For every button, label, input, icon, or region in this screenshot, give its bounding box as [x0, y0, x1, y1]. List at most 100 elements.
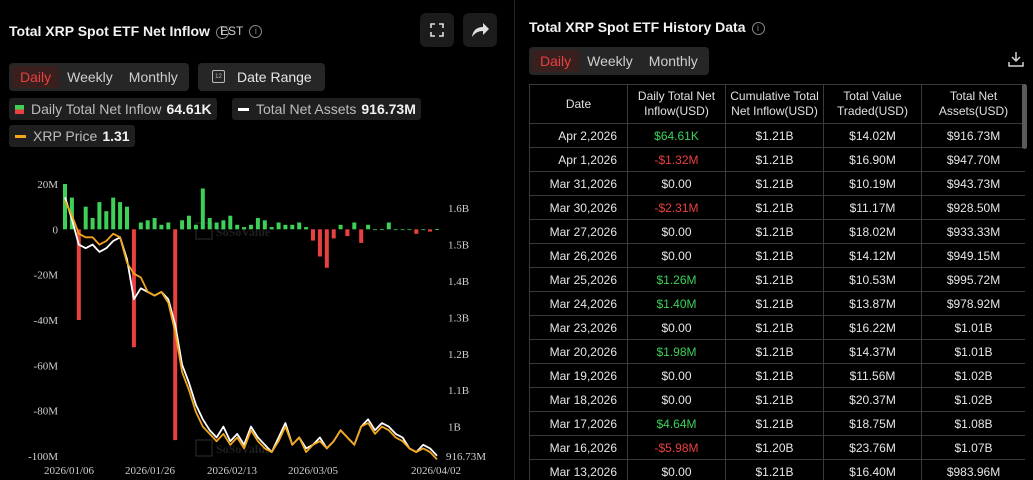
inflow-bar[interactable] [228, 215, 233, 230]
inflow-bar[interactable] [311, 229, 315, 241]
net-assets-line[interactable] [64, 197, 438, 457]
table-header-row: Date Daily Total Net Inflow(USD) Cumulat… [529, 84, 1025, 124]
download-icon[interactable] [1007, 50, 1025, 68]
inflow-bar[interactable] [145, 220, 150, 230]
inflow-bar[interactable] [331, 229, 336, 239]
x-tick-label: 2026/04/02 [411, 465, 461, 477]
inflow-bar[interactable] [131, 229, 136, 348]
inflow-bar[interactable] [63, 184, 67, 230]
inflow-bar[interactable] [152, 218, 157, 230]
inflow-bar[interactable] [187, 215, 191, 230]
inflow-bar[interactable] [386, 222, 391, 230]
y-left-tick-label: -80M [34, 406, 59, 418]
inflow-bar[interactable] [118, 202, 123, 230]
inflow-bar[interactable] [283, 224, 288, 230]
cell-daily-inflow: $0.00 [627, 219, 726, 244]
inflow-bar[interactable] [235, 224, 240, 230]
column-header-date[interactable]: Date [529, 84, 628, 124]
y-left-tick-label: -20M [34, 270, 59, 282]
tab-daily[interactable]: Daily [532, 50, 580, 72]
legend-swatch [15, 105, 24, 114]
inflow-bar[interactable] [214, 222, 219, 230]
tab-weekly[interactable]: Weekly [587, 53, 633, 69]
inflow-bar[interactable] [373, 229, 377, 231]
inflow-bar[interactable] [90, 218, 95, 230]
inflow-bar[interactable] [290, 224, 295, 230]
column-header-cumulative-inflow[interactable]: Cumulative Total Net Inflow(USD) [725, 84, 824, 124]
history-table-wrapper[interactable]: Date Daily Total Net Inflow(USD) Cumulat… [529, 84, 1025, 480]
inflow-bar[interactable] [276, 222, 281, 230]
xrp-price-line[interactable] [64, 200, 438, 461]
cell-daily-inflow: -$2.31M [627, 195, 726, 220]
table-scrollbar[interactable] [1022, 84, 1027, 149]
inflow-bar[interactable] [83, 206, 88, 230]
inflow-bar[interactable] [435, 229, 439, 230]
column-header-daily-inflow[interactable]: Daily Total Net Inflow(USD) [627, 84, 726, 124]
info-icon[interactable]: i [249, 25, 263, 38]
inflow-bar[interactable] [366, 224, 371, 230]
share-button[interactable] [463, 13, 497, 47]
inflow-bar[interactable] [166, 222, 171, 230]
y-right-tick-label: 1.1B [448, 385, 469, 397]
y-right-tick-label: 1.3B [448, 312, 469, 324]
inflow-bar[interactable] [159, 224, 164, 230]
inflow-bar[interactable] [180, 220, 185, 230]
cell-net-assets: $1.01B [921, 315, 1025, 340]
inflow-bar[interactable] [255, 218, 260, 230]
info-icon[interactable]: i [215, 26, 229, 39]
inflow-bar[interactable] [138, 222, 143, 230]
inflow-bar[interactable] [76, 229, 81, 320]
inflow-bar[interactable] [200, 188, 205, 230]
legend-daily-inflow[interactable]: Daily Total Net Inflow 64.61K [9, 98, 217, 120]
inflow-bar[interactable] [400, 229, 405, 231]
inflow-bar[interactable] [262, 220, 267, 230]
inflow-bar[interactable] [193, 224, 198, 230]
table-row: Mar 23,2026 $0.00 $1.21B $16.22M $1.01B [529, 315, 1025, 340]
chart-title: Total XRP Spot ETF Net Inflow i [9, 23, 229, 39]
column-header-net-assets[interactable]: Total Net Assets(USD) [921, 84, 1025, 124]
cell-date: Mar 19,2026 [529, 363, 628, 388]
inflow-bar[interactable] [338, 224, 343, 230]
inflow-bar[interactable] [379, 229, 384, 231]
inflow-bar[interactable] [207, 218, 212, 230]
inflow-bar[interactable] [221, 220, 226, 230]
inflow-bar[interactable] [242, 227, 247, 230]
info-icon[interactable]: i [751, 22, 765, 35]
inflow-bar[interactable] [428, 229, 433, 232]
inflow-bar[interactable] [414, 229, 419, 234]
cell-daily-inflow: $0.00 [627, 243, 726, 268]
expand-icon [430, 23, 444, 37]
inflow-bar[interactable] [249, 224, 253, 230]
fullscreen-button[interactable] [420, 13, 454, 47]
inflow-bar[interactable] [125, 206, 129, 230]
inflow-bar[interactable] [297, 222, 302, 230]
cell-net-assets: $995.72M [921, 267, 1025, 292]
inflow-bar[interactable] [317, 229, 322, 257]
inflow-bar[interactable] [393, 229, 398, 231]
column-header-value-traded[interactable]: Total Value Traded(USD) [823, 84, 922, 124]
cell-daily-inflow: $1.98M [627, 339, 726, 364]
inflow-bar[interactable] [269, 227, 274, 230]
tab-monthly[interactable]: Monthly [128, 69, 178, 85]
date-range-button[interactable]: 12 Date Range [198, 63, 325, 91]
tab-weekly[interactable]: Weekly [67, 69, 113, 85]
inflow-bar[interactable] [407, 229, 412, 231]
inflow-bar[interactable] [421, 229, 426, 231]
cell-date: Mar 25,2026 [529, 267, 628, 292]
inflow-bar[interactable] [345, 229, 350, 237]
inflow-bar[interactable] [352, 222, 357, 230]
tab-monthly[interactable]: Monthly [648, 53, 698, 69]
inflow-bar[interactable] [97, 202, 102, 230]
tab-daily[interactable]: Daily [12, 66, 60, 88]
timezone-label[interactable]: EST i [220, 24, 263, 38]
legend-xrp-price[interactable]: XRP Price 1.31 [9, 125, 135, 147]
inflow-bar[interactable] [111, 197, 116, 230]
inflow-bar[interactable] [104, 211, 109, 230]
cell-daily-inflow: -$5.98M [627, 435, 726, 460]
inflow-bar[interactable] [324, 229, 329, 268]
inflow-bar[interactable] [359, 229, 364, 243]
inflow-bar[interactable] [304, 227, 309, 230]
cell-daily-inflow: $0.00 [627, 315, 726, 340]
legend-net-assets[interactable]: Total Net Assets 916.73M [232, 98, 421, 120]
cell-value-traded: $18.75M [823, 411, 922, 436]
